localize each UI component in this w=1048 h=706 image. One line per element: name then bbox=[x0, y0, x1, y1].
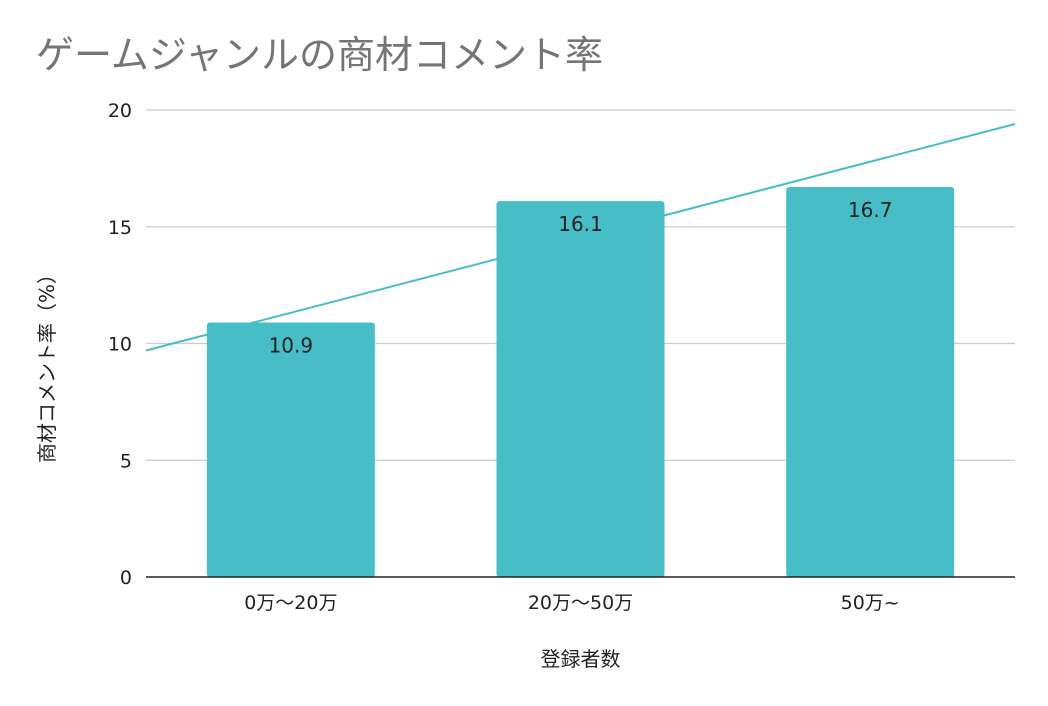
bars bbox=[206, 187, 955, 577]
x-tick-label: 50万~ bbox=[841, 592, 900, 614]
bar bbox=[786, 187, 955, 577]
y-tick-label: 15 bbox=[108, 217, 132, 239]
x-tick-label: 0万〜20万 bbox=[244, 592, 337, 614]
x-axis-title: 登録者数 bbox=[541, 647, 621, 671]
bar bbox=[206, 322, 375, 577]
y-axis-title: 商材コメント率（%） bbox=[35, 264, 59, 463]
trendline bbox=[145, 123, 1016, 352]
y-tick-label: 20 bbox=[108, 100, 132, 122]
y-tick-labels: 0 5 10 15 20 bbox=[108, 100, 132, 589]
y-tick-label: 0 bbox=[120, 567, 132, 589]
y-tick-label: 10 bbox=[108, 334, 132, 356]
trendline-group bbox=[145, 123, 1016, 352]
x-tick-labels: 0万〜20万 20万〜50万 50万~ bbox=[244, 592, 900, 614]
data-label: 16.1 bbox=[558, 212, 603, 236]
data-label: 10.9 bbox=[269, 333, 314, 357]
bar bbox=[496, 201, 665, 577]
data-labels: 10.9 16.1 16.7 bbox=[269, 198, 893, 357]
y-tick-label: 5 bbox=[120, 450, 132, 472]
chart-title: ゲームジャンルの商材コメント率 bbox=[36, 33, 603, 77]
data-label: 16.7 bbox=[848, 198, 893, 222]
x-tick-label: 20万〜50万 bbox=[528, 592, 633, 614]
